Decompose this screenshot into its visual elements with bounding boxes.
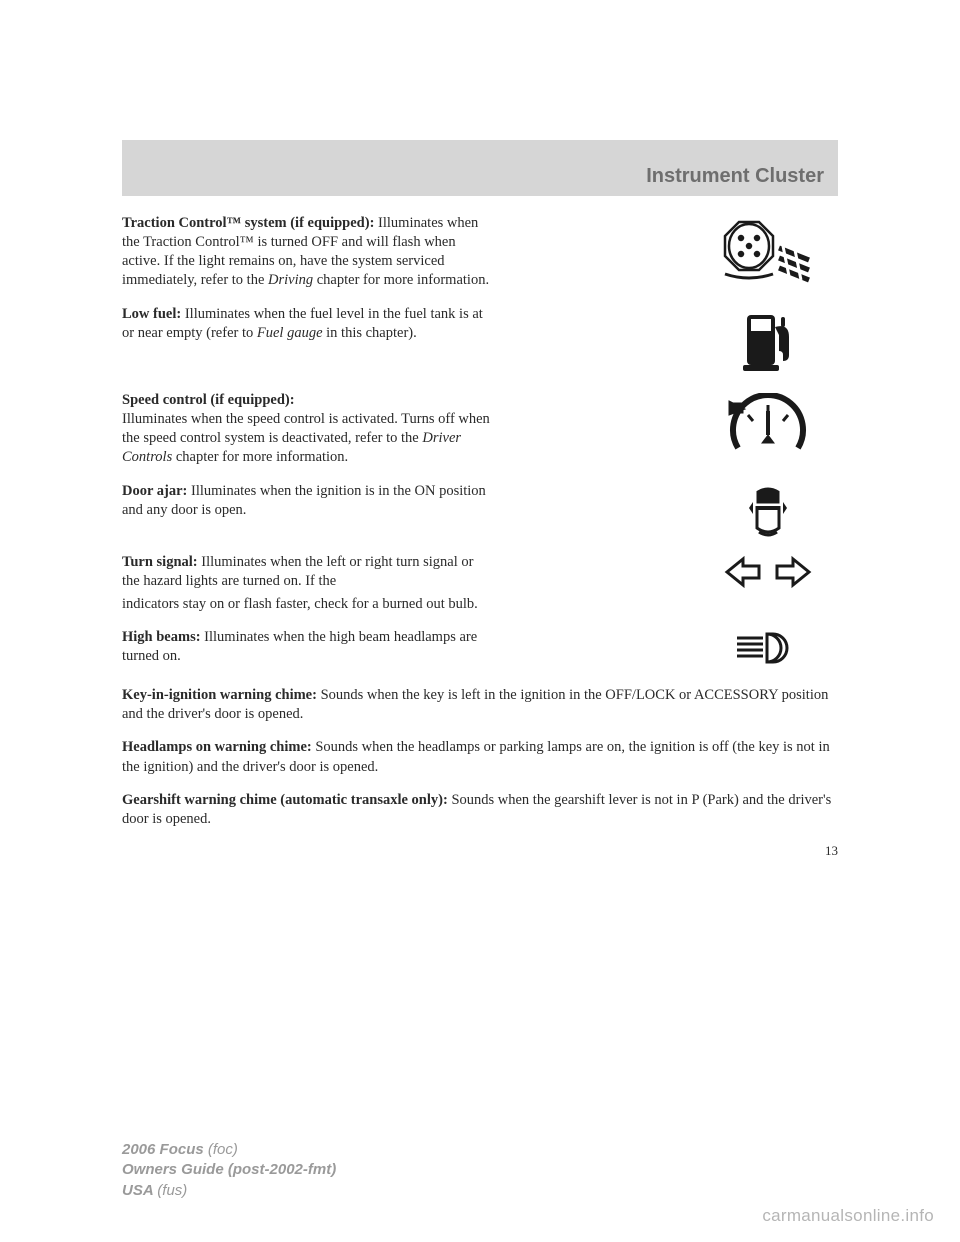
- speed-text: Speed control (if equipped): Illuminates…: [122, 391, 492, 468]
- turn-lead: Turn signal:: [122, 554, 198, 570]
- item-headlampchime: Headlamps on warning chime: Sounds when …: [122, 738, 838, 776]
- item-doorajar: Door ajar: Illuminates when the ignition…: [122, 482, 838, 539]
- item-highbeams: High beams: Illuminates when the high be…: [122, 628, 838, 666]
- traction-lead: Traction Control™ system (if equipped):: [122, 215, 374, 231]
- item-gearshift: Gearshift warning chime (automatic trans…: [122, 791, 838, 829]
- item-traction: Traction Control™ system (if equipped): …: [122, 214, 838, 291]
- footer-line1: 2006 Focus (foc): [122, 1140, 336, 1160]
- item-keychime: Key-in-ignition warning chime: Sounds wh…: [122, 686, 838, 724]
- low-fuel-icon: [698, 305, 838, 377]
- keychime-lead: Key-in-ignition warning chime:: [122, 687, 317, 703]
- watermark: carmanualsonline.info: [762, 1206, 934, 1226]
- speed-control-icon: [698, 391, 838, 463]
- turn-text-cont: indicators stay on or flash faster, chec…: [122, 595, 838, 614]
- footer-code2: (fus): [157, 1182, 187, 1199]
- turn-text-short: Turn signal: Illuminates when the left o…: [122, 553, 492, 591]
- footer-code1: (foc): [208, 1141, 238, 1158]
- door-text: Door ajar: Illuminates when the ignition…: [122, 482, 492, 520]
- item-speedcontrol: Speed control (if equipped): Illuminates…: [122, 391, 838, 468]
- traction-body2: chapter for more information.: [313, 272, 489, 288]
- section-title: Instrument Cluster: [646, 165, 824, 188]
- item-turnsignal: Turn signal: Illuminates when the left o…: [122, 553, 838, 591]
- lowfuel-italic: Fuel gauge: [257, 325, 323, 341]
- item-lowfuel: Low fuel: Illuminates when the fuel leve…: [122, 305, 838, 377]
- high-beam-icon: [698, 628, 838, 666]
- footer-line2: Owners Guide (post-2002-fmt): [122, 1160, 336, 1180]
- footer-line3: USA (fus): [122, 1181, 336, 1201]
- highbeam-lead: High beams:: [122, 629, 201, 645]
- page-frame: Instrument Cluster Traction Control™ sys…: [122, 140, 838, 1050]
- content-area: Traction Control™ system (if equipped): …: [122, 196, 838, 859]
- page-number: 13: [122, 843, 838, 859]
- lowfuel-lead: Low fuel:: [122, 306, 181, 322]
- headlampchime-lead: Headlamps on warning chime:: [122, 739, 312, 755]
- footer-block: 2006 Focus (foc) Owners Guide (post-2002…: [122, 1140, 336, 1201]
- header-bar: Instrument Cluster: [122, 140, 838, 196]
- gearshift-lead: Gearshift warning chime (automatic trans…: [122, 792, 448, 808]
- traction-italic: Driving: [268, 272, 313, 288]
- speed-lead: Speed control (if equipped):: [122, 392, 295, 408]
- footer-model: 2006 Focus: [122, 1141, 208, 1158]
- lowfuel-text: Low fuel: Illuminates when the fuel leve…: [122, 305, 492, 343]
- traction-control-icon: [698, 214, 838, 291]
- footer-region: USA: [122, 1182, 157, 1199]
- door-lead: Door ajar:: [122, 483, 187, 499]
- highbeam-text: High beams: Illuminates when the high be…: [122, 628, 492, 666]
- door-ajar-icon: [698, 482, 838, 539]
- speed-body2: chapter for more information.: [172, 449, 348, 465]
- turn-signal-icon: [698, 553, 838, 589]
- traction-text: Traction Control™ system (if equipped): …: [122, 214, 492, 291]
- lowfuel-body2: in this chapter).: [323, 325, 417, 341]
